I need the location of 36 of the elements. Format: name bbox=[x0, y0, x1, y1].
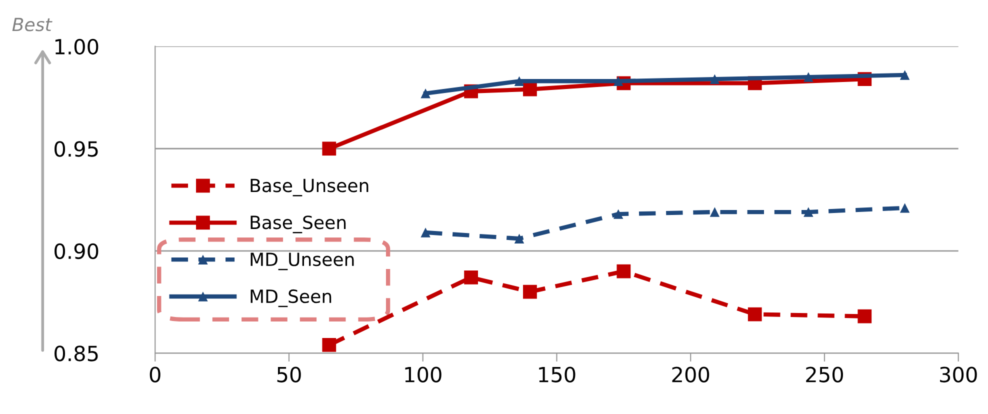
legend-label: MD_Unseen bbox=[250, 252, 354, 270]
legend-label: MD_Seen bbox=[250, 289, 332, 308]
point bbox=[710, 207, 720, 217]
point bbox=[613, 76, 624, 86]
point bbox=[900, 70, 910, 80]
point bbox=[322, 338, 336, 352]
point bbox=[858, 309, 872, 324]
point bbox=[900, 203, 910, 213]
legend-label: Base_Seen bbox=[250, 216, 346, 234]
y-tick-label: 0.85 bbox=[54, 346, 98, 362]
point bbox=[804, 207, 814, 217]
point bbox=[710, 74, 720, 84]
point bbox=[748, 307, 762, 322]
point bbox=[613, 209, 624, 219]
y-tick-label: 1.00 bbox=[55, 38, 98, 55]
x-tick-label: 50 bbox=[277, 366, 301, 382]
x-tick-label: 150 bbox=[539, 366, 576, 382]
point bbox=[464, 270, 478, 284]
point bbox=[322, 142, 336, 156]
x-tick-label: 250 bbox=[806, 366, 843, 382]
point bbox=[804, 72, 814, 82]
text: Best bbox=[12, 18, 52, 32]
y-tick-label: 0.90 bbox=[54, 243, 98, 260]
x-tick-label: 0 bbox=[150, 366, 160, 382]
point bbox=[420, 88, 430, 98]
x-tick-label: 300 bbox=[940, 366, 977, 382]
x-tick-label: 200 bbox=[672, 366, 710, 382]
point bbox=[514, 76, 524, 86]
point bbox=[420, 228, 430, 238]
point bbox=[523, 82, 537, 96]
point bbox=[523, 284, 537, 299]
point bbox=[514, 234, 524, 244]
legend-label: Base_Unseen bbox=[250, 178, 368, 196]
point bbox=[616, 264, 631, 278]
y-tick-label: 0.95 bbox=[54, 141, 98, 157]
x-tick-label: 100 bbox=[405, 366, 442, 382]
